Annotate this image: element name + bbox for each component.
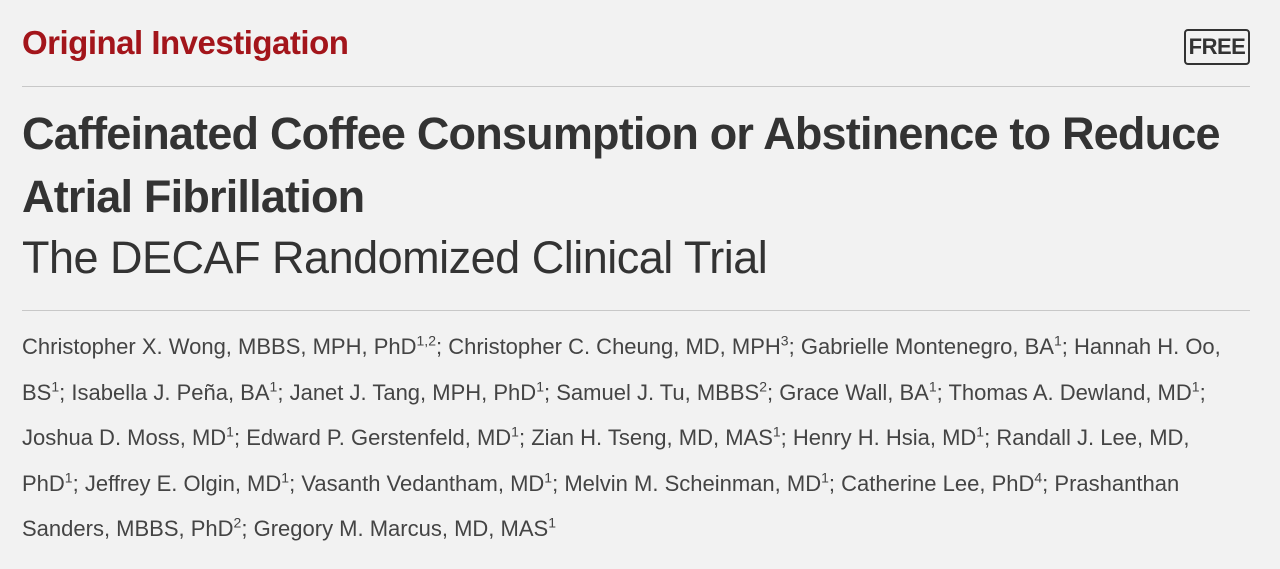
affiliation: 1 [1053,332,1062,349]
author-name: Christopher C. Cheung, MD, MPH [448,334,781,359]
separator: ; [1199,379,1206,405]
author-list: Christopher X. Wong, MBBS, MPH, PhD1,2; … [22,324,1247,552]
separator: ; [984,425,991,450]
affiliation: 1 [772,423,781,440]
affiliation: 2 [759,378,767,395]
author-name: Thomas A. Dewland, MD [948,379,1192,405]
affiliation: 1 [1191,378,1200,395]
separator: ; [936,379,943,405]
separator: ; [767,379,774,405]
article-subtitle: The DECAF Randomized Clinical Trial [22,232,768,283]
author-name: Hannah H. Oo, BS [22,334,1221,405]
free-badge: FREE [1184,29,1250,65]
author-name: Gabrielle Montenegro, BA [800,334,1054,359]
affiliation: 1 [64,469,73,486]
affiliation: 1 [548,514,556,531]
affiliation: 1 [226,423,234,440]
separator: ; [72,470,79,496]
separator: ; [780,425,787,450]
separator: ; [233,425,241,450]
affiliation: 1 [544,469,553,486]
separator: ; [518,425,526,450]
affiliation: 1 [51,378,60,395]
author-name: Samuel J. Tu, MBBS [556,379,760,405]
separator: ; [289,470,296,496]
separator: ; [828,470,836,496]
separator: ; [1042,470,1049,496]
author-name: Christopher X. Wong, MBBS, MPH, PhD [22,334,417,359]
author-name: Edward P. Gerstenfeld, MD [246,425,512,450]
affiliation: 1 [976,423,985,440]
separator: ; [435,334,443,359]
separator: ; [1061,334,1068,359]
author-name: Randall J. Lee, MD, PhD [22,425,1190,496]
separator: ; [241,516,248,541]
author-name: Henry H. Hsia, MD [792,425,977,450]
divider [22,310,1250,311]
author-name: Zian H. Tseng, MD, MAS [531,425,773,450]
divider [22,86,1250,87]
separator: ; [277,379,284,405]
affiliation: 2 [233,514,242,531]
author-name: Jeffrey E. Olgin, MD [84,470,282,496]
author-name: Vasanth Vedantham, MD [301,470,545,496]
separator: ; [788,334,795,359]
author-name: Gregory M. Marcus, MD, MAS [253,516,549,541]
separator: ; [552,470,559,496]
affiliation: 1,2 [416,332,436,349]
affiliation: 1 [269,378,278,395]
separator: ; [543,379,551,405]
affiliation: 1 [281,469,290,486]
affiliation: 1 [821,469,829,486]
article-title: Caffeinated Coffee Consumption or Abstin… [22,108,1221,222]
author-name: Prashanthan Sanders, MBBS, PhD [22,470,1180,542]
separator: ; [59,379,66,405]
affiliation: 1 [536,378,544,395]
affiliation: 4 [1034,469,1043,486]
author-name: Grace Wall, BA [779,379,929,405]
affiliation: 1 [928,378,937,395]
author-name: Joshua D. Moss, MD [22,425,227,450]
author-name: Janet J. Tang, MPH, PhD [289,379,537,405]
affiliation: 3 [780,332,789,349]
author-name: Isabella J. Peña, BA [71,379,270,405]
affiliation: 1 [511,423,519,440]
author-name: Catherine Lee, PhD [841,470,1035,496]
author-name: Melvin M. Scheinman, MD [564,470,822,496]
section-label: Original Investigation [22,24,349,61]
